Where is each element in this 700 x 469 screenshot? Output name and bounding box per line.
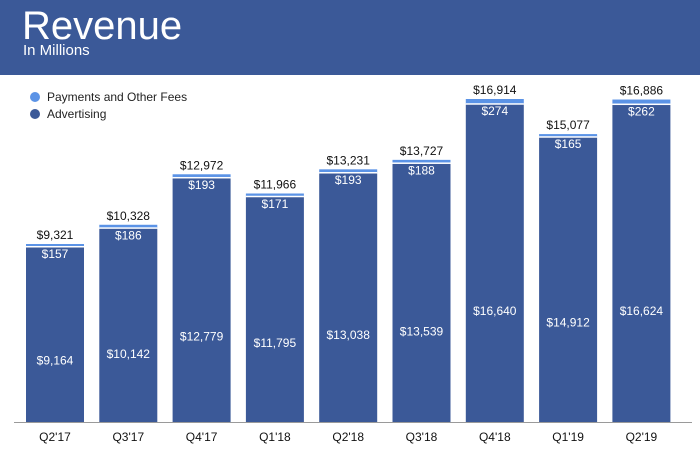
bar-separator — [612, 103, 671, 106]
advertising-label: $9,164 — [37, 354, 74, 368]
payments-label: $188 — [408, 163, 435, 177]
category-label: Q1'18 — [259, 430, 291, 444]
bar-payments — [539, 134, 598, 138]
bar-advertising — [465, 104, 524, 422]
category-label: Q2'19 — [626, 430, 658, 444]
total-label: $13,727 — [400, 144, 444, 158]
chart-legend: Payments and Other Fees Advertising — [30, 88, 187, 122]
payments-label: $157 — [42, 247, 69, 261]
total-label: $10,328 — [107, 209, 151, 223]
bar-payments — [612, 99, 671, 105]
legend-item-advertising: Advertising — [30, 105, 187, 122]
bar-separator — [539, 136, 598, 138]
advertising-label: $10,142 — [107, 347, 151, 361]
payments-label: $193 — [188, 178, 215, 192]
bar-separator — [392, 162, 451, 164]
advertising-label: $13,038 — [327, 328, 371, 342]
bar-separator — [245, 195, 304, 198]
bar-separator — [319, 172, 378, 174]
bar-payments — [26, 244, 84, 247]
bar-advertising — [26, 247, 84, 422]
advertising-label: $11,795 — [254, 336, 297, 350]
bar-advertising — [539, 137, 598, 423]
bar-payments — [319, 169, 378, 174]
payments-label: $171 — [262, 197, 289, 211]
total-label: $11,966 — [254, 177, 297, 191]
payments-label: $165 — [555, 137, 582, 151]
category-label: Q2'17 — [39, 430, 71, 444]
bar-advertising — [172, 178, 231, 422]
bar-advertising — [99, 228, 158, 422]
payments-label: $193 — [335, 173, 362, 187]
chart-header: Revenue In Millions — [0, 0, 700, 75]
total-label: $9,321 — [37, 228, 74, 242]
advertising-label: $16,624 — [620, 304, 664, 318]
bar-payments — [245, 193, 304, 197]
legend-swatch-payments — [30, 91, 40, 102]
bar-advertising — [319, 173, 378, 422]
legend-item-payments: Payments and Other Fees — [30, 88, 187, 105]
payments-label: $274 — [481, 104, 508, 118]
category-label: Q3'17 — [112, 430, 144, 444]
advertising-label: $13,539 — [400, 325, 444, 339]
total-label: $16,914 — [473, 83, 517, 97]
bar-payments — [99, 224, 158, 229]
category-label: Q1'19 — [552, 430, 584, 444]
category-label: Q4'18 — [479, 430, 511, 444]
total-label: $12,972 — [180, 158, 224, 172]
total-label: $13,231 — [327, 153, 371, 167]
payments-label: $186 — [115, 228, 142, 242]
bar-payments — [465, 99, 524, 105]
category-label: Q4'17 — [186, 430, 218, 444]
payments-label: $262 — [628, 105, 655, 119]
bar-advertising — [392, 163, 451, 422]
legend-label-advertising: Advertising — [47, 106, 107, 121]
bar-advertising — [612, 105, 671, 422]
total-label: $16,886 — [620, 84, 664, 98]
advertising-label: $16,640 — [473, 304, 517, 318]
total-label: $15,077 — [546, 118, 590, 132]
chart-subtitle: In Millions — [23, 42, 90, 59]
bar-payments — [392, 159, 451, 164]
bar-separator — [172, 176, 231, 179]
bar-advertising — [245, 197, 304, 422]
advertising-label: $14,912 — [546, 315, 590, 329]
bar-separator — [465, 103, 524, 105]
chart-title: Revenue — [22, 4, 183, 48]
legend-swatch-advertising — [30, 108, 40, 119]
bar-payments — [172, 174, 231, 178]
legend-label-payments: Payments and Other Fees — [47, 89, 188, 104]
category-label: Q2'18 — [332, 430, 364, 444]
bar-separator — [99, 227, 158, 229]
category-label: Q3'18 — [406, 430, 438, 444]
advertising-label: $12,779 — [180, 330, 224, 344]
bar-separator — [26, 245, 84, 248]
